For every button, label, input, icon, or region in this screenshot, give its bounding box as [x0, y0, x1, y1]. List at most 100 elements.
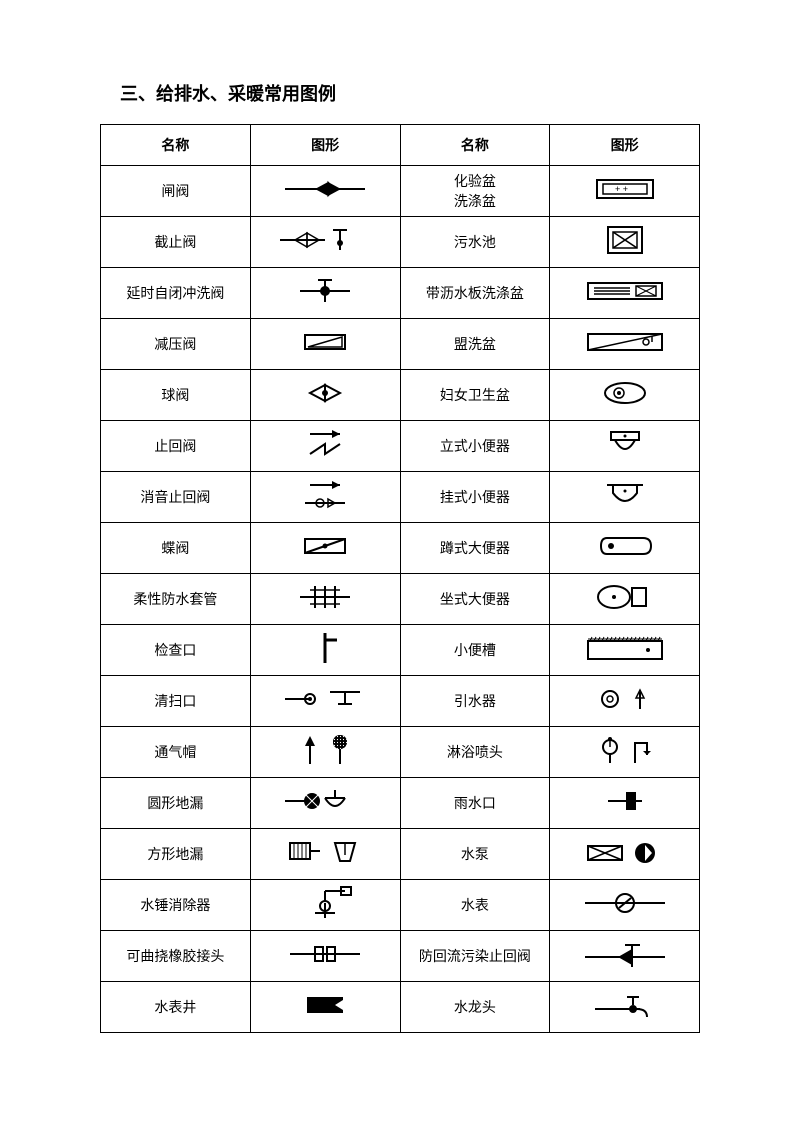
symbol-left — [250, 166, 400, 217]
bidet-icon — [597, 379, 653, 407]
symbol-right — [550, 523, 700, 574]
symbol-left — [250, 727, 400, 778]
name-right: 水泵 — [400, 829, 550, 880]
round-drain-icon — [280, 784, 370, 818]
table-row: 清扫口引水器 — [101, 676, 700, 727]
name-right: 盟洗盆 — [400, 319, 550, 370]
shower-icon — [585, 733, 665, 767]
symbol-right — [550, 880, 700, 931]
table-row: 方形地漏 水泵 — [101, 829, 700, 880]
name-right: 化验盆洗涤盆 — [400, 166, 550, 217]
symbol-left — [250, 982, 400, 1033]
name-left: 检查口 — [101, 625, 251, 676]
page: 三、给排水、采暖常用图例 名称 图形 名称 图形 闸阀化验盆洗涤盆+ +截止阀污… — [0, 0, 800, 1093]
ball-valve-icon — [290, 378, 360, 408]
name-left: 延时自闭冲洗阀 — [101, 268, 251, 319]
symbol-left — [250, 574, 400, 625]
meter-icon — [580, 890, 670, 916]
meter-well-icon — [295, 991, 355, 1019]
name-right: 引水器 — [400, 676, 550, 727]
symbol-left — [250, 421, 400, 472]
col-name-1: 名称 — [101, 125, 251, 166]
symbol-right — [550, 778, 700, 829]
symbol-right — [550, 472, 700, 523]
butterfly-icon — [290, 531, 360, 561]
faucet-icon — [585, 991, 665, 1019]
flex-sleeve-icon — [290, 580, 360, 614]
symbol-left — [250, 829, 400, 880]
symbol-left — [250, 931, 400, 982]
gate-valve-icon — [280, 174, 370, 204]
symbol-right — [550, 931, 700, 982]
backflow-icon — [580, 939, 670, 969]
table-row: 球阀 妇女卫生盆 — [101, 370, 700, 421]
name-right: 坐式大便器 — [400, 574, 550, 625]
name-right: 立式小便器 — [400, 421, 550, 472]
table-row: 消音止回阀 挂式小便器 — [101, 472, 700, 523]
symbol-right — [550, 319, 700, 370]
table-row: 蝶阀 蹲式大便器 — [101, 523, 700, 574]
name-left: 止回阀 — [101, 421, 251, 472]
table-row: 水锤消除器水表 — [101, 880, 700, 931]
table-row: 止回阀 立式小便器 — [101, 421, 700, 472]
table-row: 圆形地漏雨水口 — [101, 778, 700, 829]
legend-table: 名称 图形 名称 图形 闸阀化验盆洗涤盆+ +截止阀污水池延时自闭冲洗阀带沥水板… — [100, 124, 700, 1033]
drain-basin-icon — [580, 277, 670, 305]
table-row: 检查口 小便槽 — [101, 625, 700, 676]
rain-inlet-icon — [600, 786, 650, 816]
table-row: 通气帽淋浴喷头 — [101, 727, 700, 778]
sewage-pool-icon — [600, 223, 650, 257]
name-left: 消音止回阀 — [101, 472, 251, 523]
urinal-stand-icon — [597, 428, 653, 460]
symbol-right — [550, 217, 700, 268]
name-right: 蹲式大便器 — [400, 523, 550, 574]
name-right: 妇女卫生盆 — [400, 370, 550, 421]
rubber-joint-icon — [285, 939, 365, 969]
name-right: 小便槽 — [400, 625, 550, 676]
name-left: 通气帽 — [101, 727, 251, 778]
page-title: 三、给排水、采暖常用图例 — [120, 80, 700, 106]
symbol-right — [550, 727, 700, 778]
vent-cap-icon — [285, 732, 365, 768]
name-left: 水表井 — [101, 982, 251, 1033]
lab-basin-icon: + + — [585, 174, 665, 204]
symbol-right — [550, 982, 700, 1033]
name-left: 截止阀 — [101, 217, 251, 268]
name-right: 污水池 — [400, 217, 550, 268]
table-row: 闸阀化验盆洗涤盆+ + — [101, 166, 700, 217]
col-shape-1: 图形 — [250, 125, 400, 166]
reduce-valve-icon — [290, 327, 360, 357]
name-left: 方形地漏 — [101, 829, 251, 880]
hammer-arrest-icon — [285, 883, 365, 923]
name-right: 挂式小便器 — [400, 472, 550, 523]
water-intro-icon — [585, 684, 665, 714]
symbol-left — [250, 676, 400, 727]
symbol-left — [250, 778, 400, 829]
name-left: 可曲挠橡胶接头 — [101, 931, 251, 982]
name-left: 减压阀 — [101, 319, 251, 370]
symbol-right — [550, 676, 700, 727]
symbol-right — [550, 370, 700, 421]
symbol-left — [250, 880, 400, 931]
inspect-icon — [305, 628, 345, 668]
sit-toilet-icon — [592, 582, 658, 612]
name-left: 圆形地漏 — [101, 778, 251, 829]
symbol-left — [250, 472, 400, 523]
symbol-right — [550, 625, 700, 676]
stop-valve-icon — [275, 225, 375, 255]
wash-basin-icon — [580, 328, 670, 356]
table-row: 柔性防水套管 坐式大便器 — [101, 574, 700, 625]
name-left: 蝶阀 — [101, 523, 251, 574]
table-row: 水表井水龙头 — [101, 982, 700, 1033]
symbol-left — [250, 625, 400, 676]
symbol-right: + + — [550, 166, 700, 217]
table-row: 截止阀 污水池 — [101, 217, 700, 268]
name-left: 柔性防水套管 — [101, 574, 251, 625]
symbol-right — [550, 268, 700, 319]
square-drain-icon — [280, 835, 370, 869]
pump-icon — [580, 838, 670, 866]
check-valve-icon — [290, 426, 360, 462]
delay-flush-icon — [290, 276, 360, 306]
table-row: 减压阀 盟洗盆 — [101, 319, 700, 370]
name-left: 球阀 — [101, 370, 251, 421]
